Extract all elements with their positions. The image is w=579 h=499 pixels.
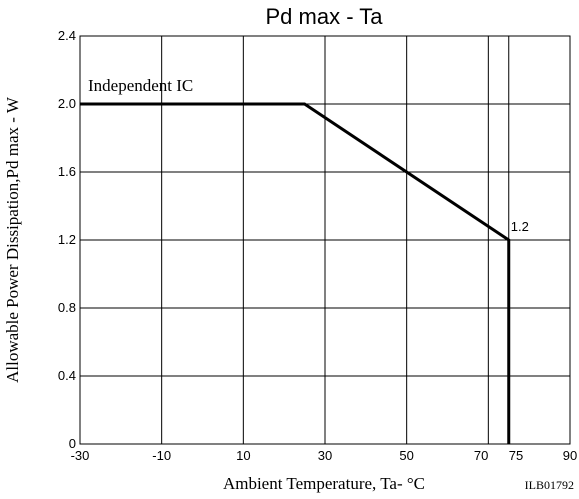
y-tick-label-0: 0 [69, 436, 76, 451]
y-tick-label-3: 1.2 [58, 232, 76, 247]
grid [80, 36, 570, 444]
series-line-0 [80, 102, 511, 444]
figure-code: ILB01792 [525, 478, 574, 492]
series-layer [80, 102, 511, 444]
y-tick-labels: 0 0.4 0.8 1.2 1.6 2.0 2.4 [58, 28, 76, 451]
series-label: Independent IC [88, 76, 193, 95]
y-tick-label-2: 0.8 [58, 300, 76, 315]
x-axis-label: Ambient Temperature, Ta- °C [223, 474, 425, 493]
x-tick-label-3: 30 [318, 448, 332, 463]
x-tick-label-0: -30 [71, 448, 90, 463]
x-tick-labels: -30 -10 10 30 50 70 75 90 [71, 448, 578, 463]
x-tick-label-4: 50 [399, 448, 413, 463]
x-tick-label-6: 75 [509, 448, 523, 463]
annotations: 1.2 [511, 219, 529, 234]
y-tick-label-4: 1.6 [58, 164, 76, 179]
y-tick-label-1: 0.4 [58, 368, 76, 383]
annotation-label-0: 1.2 [511, 219, 529, 234]
y-tick-label-6: 2.4 [58, 28, 76, 43]
plot-frame [79, 35, 571, 445]
y-axis-label: Allowable Power Dissipation,Pd max - W [3, 96, 22, 383]
y-tick-label-5: 2.0 [58, 96, 76, 111]
x-tick-label-5: 70 [474, 448, 488, 463]
x-tick-label-7: 90 [563, 448, 577, 463]
x-tick-label-2: 10 [236, 448, 250, 463]
chart-title: Pd max - Ta [266, 4, 384, 29]
x-tick-label-1: -10 [152, 448, 171, 463]
